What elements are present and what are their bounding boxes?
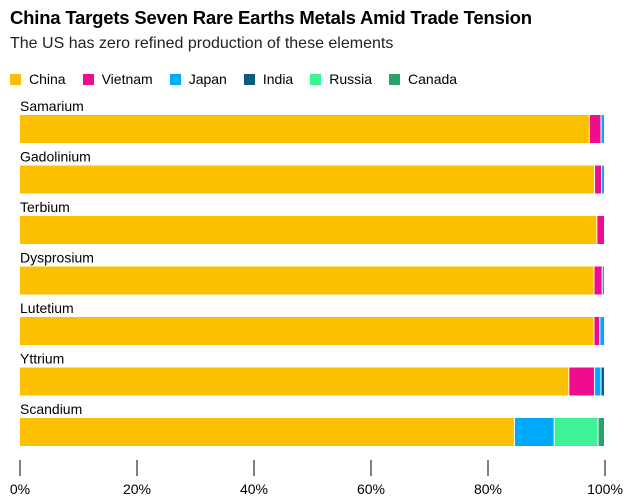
- bar-gadolinium-china: [20, 165, 595, 194]
- bar-yttrium-japan: [595, 367, 601, 396]
- x-tick-label: 20%: [123, 481, 151, 497]
- bar-samarium-vietnam: [589, 115, 601, 143]
- legend-item-china: China: [10, 71, 66, 87]
- bar-dysprosium-japan: [602, 266, 604, 295]
- category-label-terbium: Terbium: [20, 199, 70, 215]
- legend-swatch: [82, 73, 94, 85]
- bar-samarium-japan: [601, 115, 604, 143]
- legend-item-india: India: [243, 71, 294, 87]
- bar-lutetium-china: [20, 317, 594, 345]
- legend-item-vietnam: Vietnam: [82, 71, 153, 87]
- legend-swatch: [10, 73, 21, 85]
- legend-label: Japan: [188, 71, 227, 87]
- x-tick-label: 80%: [474, 481, 502, 497]
- bar-lutetium-vietnam: [594, 317, 600, 345]
- category-label-gadolinium: Gadolinium: [20, 149, 91, 165]
- legend-label: China: [29, 71, 66, 87]
- bar-scandium-china: [20, 418, 514, 446]
- legend-item-japan: Japan: [169, 71, 227, 87]
- category-label-lutetium: Lutetium: [20, 300, 74, 316]
- legend-swatch: [310, 73, 322, 85]
- bar-gadolinium-vietnam: [595, 165, 602, 194]
- legend-swatch: [169, 73, 181, 85]
- bar-terbium-vietnam: [597, 216, 604, 244]
- bar-yttrium-china: [20, 367, 569, 396]
- legend-item-canada: Canada: [389, 71, 457, 87]
- category-label-yttrium: Yttrium: [20, 351, 64, 367]
- legend-label: Canada: [408, 71, 458, 87]
- legend: China Vietnam Japan India Russia Canada: [10, 71, 474, 87]
- chart-subtitle: The US has zero refined production of th…: [10, 35, 394, 52]
- bar-gadolinium-japan: [602, 165, 604, 194]
- bar-dysprosium-china: [20, 266, 594, 295]
- bar-lutetium-japan: [600, 317, 604, 345]
- legend-swatch: [389, 73, 401, 85]
- legend-swatch: [243, 73, 255, 85]
- chart-title: China Targets Seven Rare Earths Metals A…: [10, 7, 532, 28]
- category-label-samarium: Samarium: [20, 98, 84, 114]
- x-tick-label: 0%: [10, 481, 30, 497]
- category-label-dysprosium: Dysprosium: [20, 250, 94, 266]
- legend-item-russia: Russia: [310, 71, 372, 87]
- x-tick-label: 40%: [240, 481, 268, 497]
- bar-scandium-russia: [554, 418, 598, 446]
- bar-terbium-china: [20, 216, 597, 244]
- bar-yttrium-vietnam: [569, 367, 595, 396]
- bar-scandium-canada: [598, 418, 604, 446]
- x-tick-label: 60%: [357, 481, 385, 497]
- x-tick-label: 100%: [587, 481, 623, 497]
- legend-label: Russia: [329, 71, 373, 87]
- bar-samarium-china: [20, 115, 589, 143]
- category-label-scandium: Scandium: [20, 401, 82, 417]
- bar-yttrium-india: [601, 367, 604, 396]
- legend-label: India: [262, 71, 294, 87]
- legend-label: Vietnam: [101, 71, 153, 87]
- bar-dysprosium-vietnam: [594, 266, 602, 295]
- bar-scandium-japan: [514, 418, 554, 446]
